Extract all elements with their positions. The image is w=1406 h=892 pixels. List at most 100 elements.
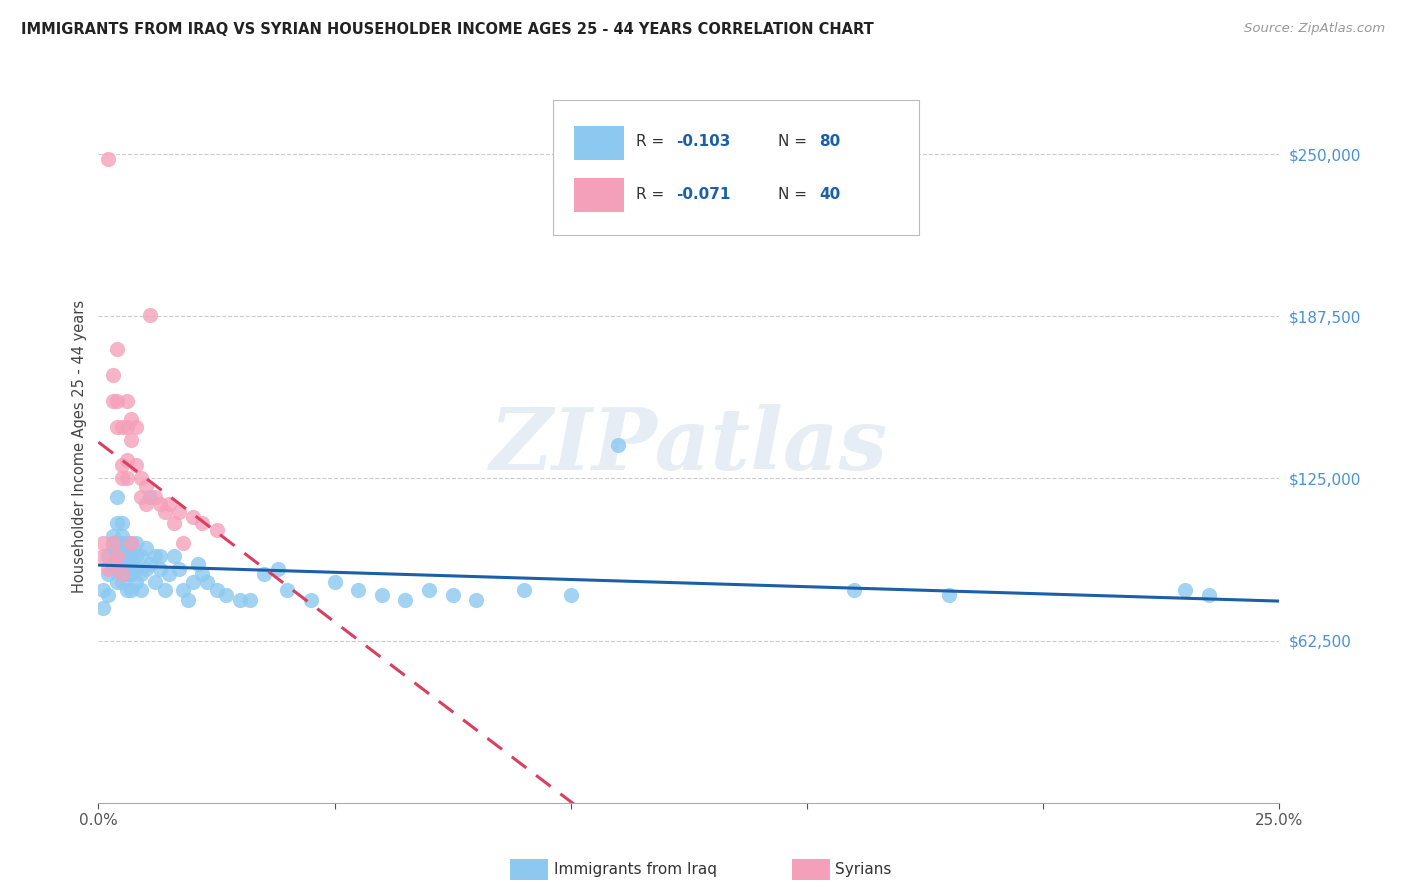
Point [938,588,960,602]
Point [121,536,143,550]
Point [143,549,166,564]
Point [299,593,322,607]
Point [101,541,124,556]
Point [111,557,134,571]
Point [105,549,128,564]
Text: IMMIGRANTS FROM IRAQ VS SYRIAN HOUSEHOLDER INCOME AGES 25 - 44 YEARS CORRELATION: IMMIGRANTS FROM IRAQ VS SYRIAN HOUSEHOLD… [21,22,875,37]
Point [101,557,124,571]
Point [239,593,262,607]
Point [139,490,162,504]
Point [121,567,143,582]
Point [181,510,204,524]
Point [115,393,138,408]
Point [121,557,143,571]
Point [177,593,200,607]
Point [191,516,214,530]
Point [111,575,134,590]
Point [121,536,143,550]
Point [115,549,138,564]
Point [105,419,128,434]
Point [607,438,630,452]
Point [97,567,120,582]
FancyBboxPatch shape [575,127,624,160]
Y-axis label: Householder Income Ages 25 - 44 years: Householder Income Ages 25 - 44 years [72,300,87,592]
Point [347,582,370,597]
Point [371,588,394,602]
Point [115,557,138,571]
Point [101,536,124,550]
Point [157,567,180,582]
Point [111,567,134,582]
Point [91,549,114,564]
Point [111,549,134,564]
Point [115,582,138,597]
Point [91,536,114,550]
Point [129,549,152,564]
Point [125,575,148,590]
Point [143,490,166,504]
Point [125,536,148,550]
Point [135,562,157,576]
Point [181,575,204,590]
Text: Immigrants from Iraq: Immigrants from Iraq [554,863,717,877]
Point [101,557,124,571]
Point [267,562,290,576]
Point [97,549,120,564]
Point [121,411,143,425]
Point [115,536,138,550]
Point [157,497,180,511]
Point [229,593,252,607]
Point [105,575,128,590]
Point [105,562,128,576]
Text: ZIPatlas: ZIPatlas [489,404,889,488]
Point [323,575,346,590]
Point [111,471,134,485]
Point [135,541,157,556]
Point [172,582,194,597]
Point [135,479,157,493]
Point [111,419,134,434]
Point [1198,588,1220,602]
Text: -0.071: -0.071 [676,187,730,202]
Point [115,567,138,582]
Point [844,582,866,597]
Text: R =: R = [636,187,669,202]
Point [105,490,128,504]
Point [149,497,172,511]
Point [91,601,114,615]
Point [97,562,120,576]
Point [97,153,120,167]
Point [418,582,440,597]
Point [187,557,209,571]
Point [91,582,114,597]
Point [172,536,194,550]
FancyBboxPatch shape [553,100,920,235]
Text: -0.103: -0.103 [676,134,730,149]
Point [205,582,228,597]
Point [115,471,138,485]
Point [105,549,128,564]
Text: N =: N = [778,134,811,149]
Point [129,471,152,485]
Point [115,453,138,467]
Text: 40: 40 [818,187,841,202]
Point [125,549,148,564]
Point [129,582,152,597]
Point [121,582,143,597]
Point [105,516,128,530]
Point [101,536,124,550]
Point [129,490,152,504]
Point [129,567,152,582]
Point [101,393,124,408]
Point [139,308,162,322]
Point [276,582,298,597]
Point [135,497,157,511]
Point [441,588,464,602]
Point [163,516,186,530]
Text: Syrians: Syrians [835,863,891,877]
Point [115,419,138,434]
Point [139,557,162,571]
Point [125,419,148,434]
Point [105,342,128,356]
Point [101,528,124,542]
